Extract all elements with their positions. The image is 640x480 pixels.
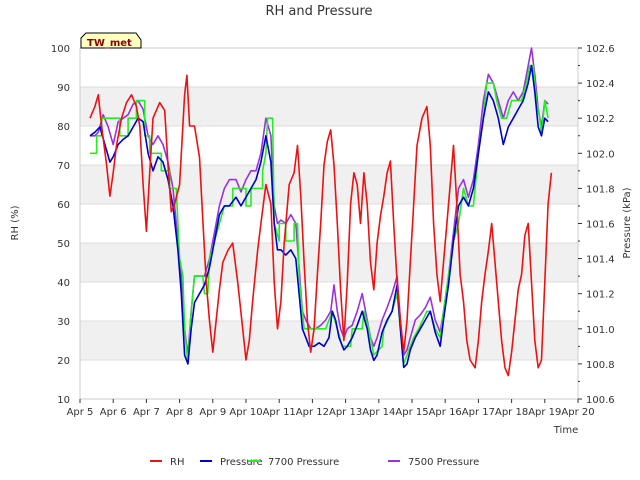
legend-label: 7700 Pressure xyxy=(268,457,339,468)
y-right-tick-label: 101.2 xyxy=(586,290,615,301)
background-band xyxy=(80,165,578,204)
series-lines xyxy=(89,47,553,377)
x-tick-label: Apr 16 xyxy=(429,407,462,418)
x-tick-label: Apr 15 xyxy=(395,407,428,418)
y-right-tick-label: 102.6 xyxy=(586,44,615,55)
y-right-tick-label: 101.8 xyxy=(586,184,615,195)
y-axis-right: 100.6 100.8 101.0 101.2 101.4 101.6 101.8 102.0… xyxy=(578,44,615,406)
site-badge: TW_met xyxy=(80,32,142,49)
x-tick-label: Apr 19 xyxy=(528,407,561,418)
y-left-tick-label: 60 xyxy=(57,200,70,211)
x-tick-label: Apr 18 xyxy=(495,407,528,418)
y-left-tick-label: 70 xyxy=(57,161,70,172)
x-tick-label: Apr 10 xyxy=(229,407,262,418)
x-axis: Apr 5 Apr 6 Apr 7 Apr 8 Apr 9 Apr 10 Apr 11 Apr… xyxy=(67,399,595,418)
x-tick-label: Apr 9 xyxy=(199,407,226,418)
x-tick-label: Apr 17 xyxy=(462,407,495,418)
y-right-tick-label: 101.6 xyxy=(586,220,615,231)
y-right-tick-label: 101.0 xyxy=(586,325,615,336)
legend-label: RH xyxy=(170,457,184,468)
y-left-tick-label: 50 xyxy=(57,239,70,250)
site-badge-label: TW_met xyxy=(87,38,132,49)
legend-label: 7500 Pressure xyxy=(408,457,479,468)
x-tick-label: Apr 20 xyxy=(561,407,594,418)
x-tick-label: Apr 12 xyxy=(296,407,329,418)
legend-label: Pressure xyxy=(220,457,263,468)
y-left-tick-label: 90 xyxy=(57,83,70,94)
x-tick-label: Apr 13 xyxy=(329,407,362,418)
y-left-tick-label: 20 xyxy=(57,356,70,367)
y-axis-left: 10 20 30 40 50 60 70 80 90 100 xyxy=(51,44,70,406)
x-axis-label: Time xyxy=(553,425,578,436)
y-right-tick-label: 102.4 xyxy=(586,79,615,90)
x-tick-label: Apr 7 xyxy=(133,407,160,418)
y-right-tick-label: 101.4 xyxy=(586,255,615,266)
background-band xyxy=(80,87,578,126)
y-right-tick-label: 100.8 xyxy=(586,360,615,371)
y-left-tick-label: 80 xyxy=(57,122,70,133)
x-tick-label: Apr 14 xyxy=(362,407,395,418)
series-line-rh xyxy=(89,74,553,377)
y-left-tick-label: 100 xyxy=(51,44,70,55)
y-axis-right-label: Pressure (kPa) xyxy=(622,187,633,258)
y-axis-left-label: RH (%) xyxy=(10,205,21,240)
background-band xyxy=(80,243,578,282)
x-tick-label: Apr 11 xyxy=(263,407,296,418)
y-right-tick-label: 100.6 xyxy=(586,395,615,406)
x-tick-label: Apr 8 xyxy=(166,407,193,418)
y-right-tick-label: 102.2 xyxy=(586,114,615,125)
y-left-tick-label: 40 xyxy=(57,278,70,289)
y-left-tick-label: 30 xyxy=(57,317,70,328)
background-band xyxy=(80,321,578,360)
y-right-tick-label: 102.0 xyxy=(586,149,615,160)
y-left-tick-label: 10 xyxy=(57,395,70,406)
x-tick-label: Apr 6 xyxy=(100,407,127,418)
chart-title: RH and Pressure xyxy=(265,4,372,19)
legend: RH Pressure 7700 Pressure 7500 Pressure xyxy=(150,457,479,468)
x-tick-label: Apr 5 xyxy=(67,407,94,418)
